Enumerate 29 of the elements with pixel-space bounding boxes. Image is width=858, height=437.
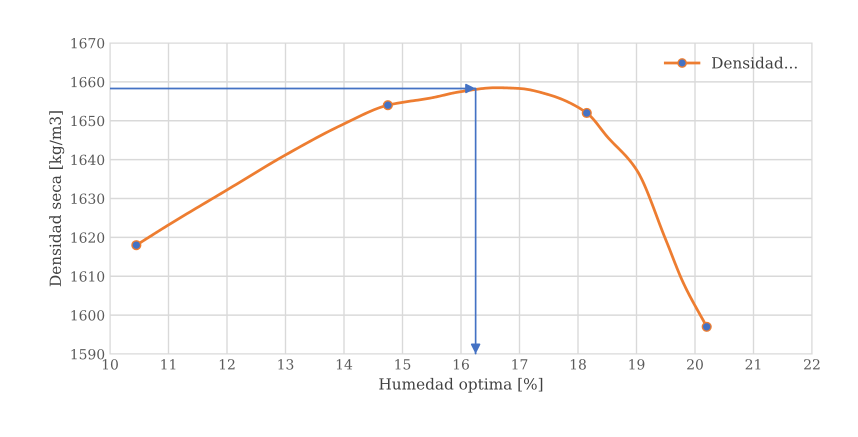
y-tick-label: 1590	[71, 348, 104, 360]
x-tick-label: 16	[454, 359, 469, 370]
y-tick-label: 1670	[71, 38, 104, 48]
y-tick-label: 1650	[71, 116, 104, 126]
x-tick-label: 14	[336, 359, 352, 370]
y-tick-label: 1640	[71, 154, 104, 166]
x-tick-label: 17	[512, 359, 528, 370]
x-tick-label: 20	[687, 359, 703, 370]
x-tick-label: 22	[804, 359, 820, 370]
x-tick-label: 15	[395, 359, 410, 370]
y-tick-label: 1610	[71, 271, 104, 282]
y-tick-label: 1630	[71, 193, 104, 204]
point	[702, 322, 712, 332]
point	[382, 100, 393, 110]
y-tick-label: 1620	[71, 232, 104, 243]
y-tick-label: 1600	[71, 310, 104, 321]
x-tick-label: 18	[570, 359, 586, 370]
x-tick-label: 19	[629, 359, 644, 370]
legend-label: Densidad...	[712, 56, 797, 69]
point	[131, 240, 142, 250]
y-tick-label: 1660	[71, 76, 104, 88]
x-tick-label: 10	[102, 359, 118, 370]
x-tick-label: 12	[220, 359, 234, 370]
x-tick-label: 13	[278, 359, 294, 370]
x-tick-label: 21	[746, 359, 760, 370]
y-axis-title: Densidad seca [kg/m3]	[49, 111, 64, 286]
point	[582, 108, 592, 118]
x-axis-title: Humedad optima [%]	[379, 378, 542, 393]
x-tick-label: 11	[161, 359, 176, 370]
